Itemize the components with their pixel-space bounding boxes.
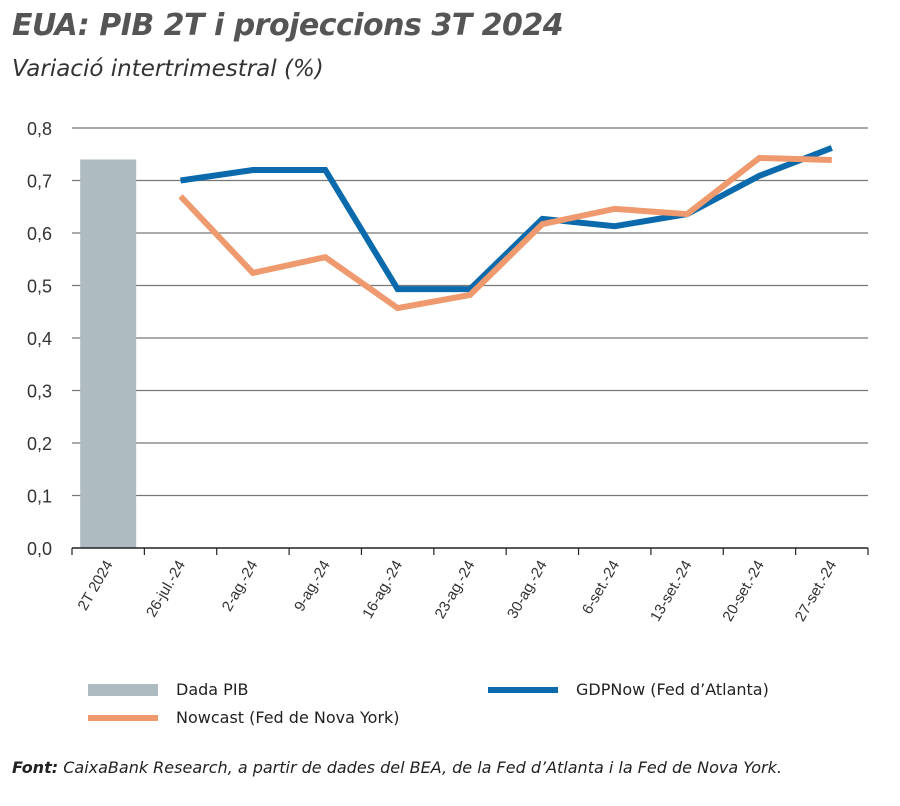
legend-swatch xyxy=(88,683,158,696)
x-tick-label: 6-set.-24 xyxy=(579,558,623,618)
legend-swatch xyxy=(488,686,558,693)
y-tick-label: 0,5 xyxy=(27,277,52,297)
legend-item-bar: Dada PIB xyxy=(88,680,249,699)
y-tick-label: 0,1 xyxy=(27,487,52,507)
legend-swatch xyxy=(88,714,158,721)
y-tick-label: 0,0 xyxy=(27,539,52,559)
source-note: Font: CaixaBank Research, a partir de da… xyxy=(12,758,782,777)
legend-item-gdpnow: GDPNow (Fed d’Atlanta) xyxy=(488,680,769,699)
x-tick-label: 16-ag.-24 xyxy=(359,558,406,622)
bar xyxy=(80,159,137,548)
y-tick-label: 0,6 xyxy=(27,224,52,244)
x-tick-label: 26-jul.-24 xyxy=(143,558,189,621)
chart-title: EUA: PIB 2T i projeccions 3T 2024 xyxy=(12,8,564,43)
y-tick-label: 0,2 xyxy=(27,434,52,454)
chart-plot: 0,0 0,1 0,2 0,3 0,4 0,5 0,6 0,7 0,8 2T 2024 26-jul… xyxy=(27,119,869,625)
x-tick-label: 27-set.-24 xyxy=(792,558,840,625)
legend-label: Nowcast (Fed de Nova York) xyxy=(176,708,400,727)
x-tick-label: 2-ag.-24 xyxy=(219,558,262,615)
y-tick-label: 0,3 xyxy=(27,382,52,402)
x-tick-label: 9-ag.-24 xyxy=(291,558,334,615)
legend-label: Dada PIB xyxy=(176,680,249,699)
source-label: Font: xyxy=(12,758,59,777)
legend-label: GDPNow (Fed d’Atlanta) xyxy=(576,680,769,699)
x-tick-label: 30-ag.-24 xyxy=(504,558,551,622)
chart-subtitle: Variació intertrimestral (%) xyxy=(12,56,324,82)
source-text: CaixaBank Research, a partir de dades de… xyxy=(58,758,782,777)
legend-item-nowcast: Nowcast (Fed de Nova York) xyxy=(88,708,400,727)
series-line xyxy=(178,154,832,312)
y-tick-label: 0,4 xyxy=(27,329,52,349)
y-tick-label: 0,8 xyxy=(27,119,52,139)
x-tick-label: 13-set.-24 xyxy=(647,558,695,625)
y-tick-label: 0,7 xyxy=(27,172,52,192)
x-tick-label: 2T 2024 xyxy=(75,558,117,614)
x-tick-label: 23-ag.-24 xyxy=(432,558,479,622)
x-tick-label: 20-set.-24 xyxy=(719,558,767,625)
series-line xyxy=(180,145,833,293)
